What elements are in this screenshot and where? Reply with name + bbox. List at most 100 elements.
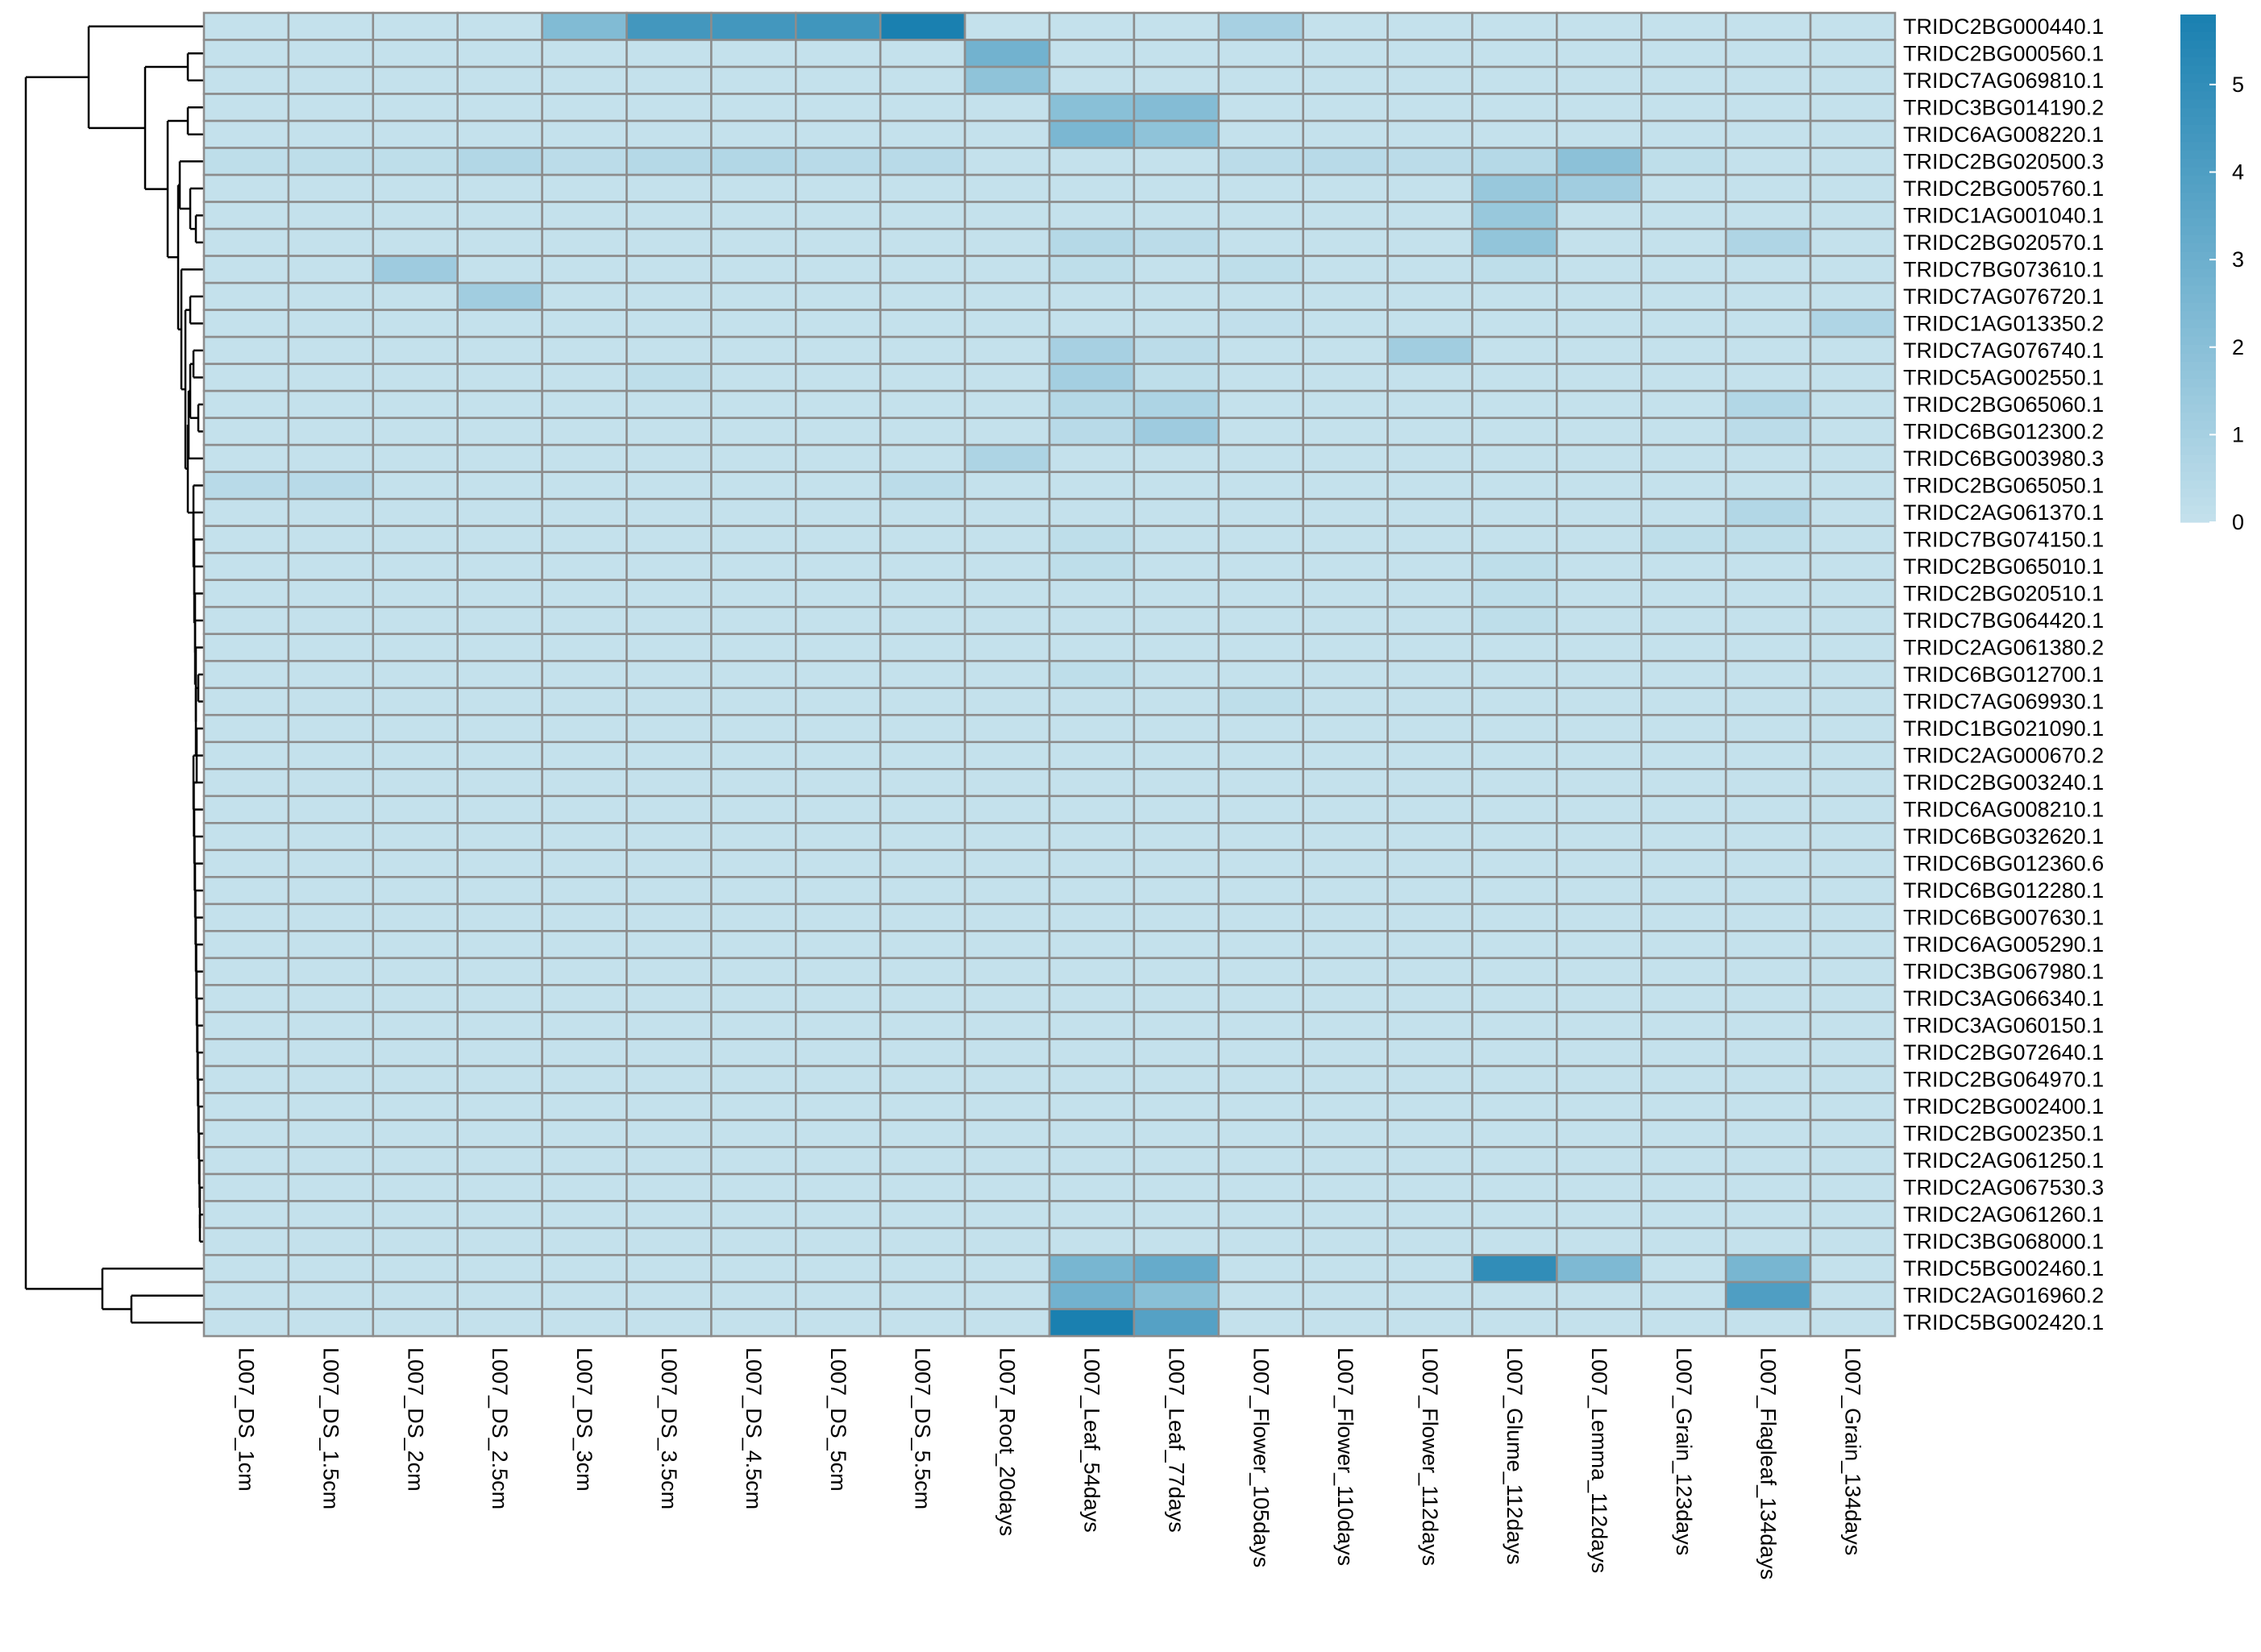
heatmap-cell [202, 119, 290, 149]
heatmap-cell [1386, 147, 1473, 176]
heatmap-cell [541, 363, 628, 392]
heatmap-cell [456, 147, 543, 176]
heatmap-cell [372, 255, 459, 284]
row-label: TRIDC6BG012360.6 [1903, 852, 2104, 876]
heatmap-cell [1217, 173, 1305, 203]
heatmap-cell [287, 1065, 375, 1094]
legend-color-segment [2180, 319, 2216, 329]
row-label: TRIDC2BG005760.1 [1903, 176, 2104, 201]
heatmap-cell [1217, 1281, 1305, 1310]
heatmap-cell [541, 525, 628, 554]
heatmap-cell [541, 417, 628, 446]
heatmap-cell [287, 1119, 375, 1148]
heatmap-cell [1386, 255, 1473, 284]
heatmap-cell [710, 849, 797, 878]
heatmap-cell [287, 1038, 375, 1068]
heatmap-cell [456, 389, 543, 419]
heatmap-cell [202, 1308, 290, 1338]
heatmap-cell [287, 147, 375, 176]
heatmap-cell [1386, 1119, 1473, 1148]
heatmap-cell [1471, 1281, 1558, 1310]
heatmap-cell [710, 930, 797, 960]
heatmap-cell [1809, 119, 1897, 149]
heatmap-cell [1048, 227, 1136, 257]
heatmap-cell [1302, 876, 1389, 906]
heatmap-cell [710, 201, 797, 230]
column-label: L007_Flower_105days [1249, 1347, 1273, 1567]
heatmap-cell [963, 659, 1051, 690]
row-label: TRIDC6BG007630.1 [1903, 906, 2104, 930]
heatmap-cell [1302, 417, 1389, 446]
heatmap-cell [1640, 497, 1727, 527]
heatmap-cell [1133, 903, 1220, 932]
heatmap-cell [710, 147, 797, 176]
heatmap-cell [879, 201, 966, 230]
heatmap-cell [794, 1227, 882, 1256]
heatmap-cell [1556, 389, 1643, 419]
heatmap-cell [1640, 281, 1727, 311]
heatmap-cell [1640, 417, 1727, 446]
legend-tick-label: 3 [2232, 247, 2244, 272]
heatmap-cell [1724, 713, 1812, 744]
heatmap-cell [287, 957, 375, 986]
heatmap-cell [1809, 1281, 1897, 1310]
heatmap-cell [626, 281, 713, 311]
heatmap-cell [456, 443, 543, 473]
heatmap-cell [1556, 1119, 1643, 1148]
heatmap-cell [710, 579, 797, 608]
heatmap-cell [1133, 551, 1220, 582]
heatmap-cell [1133, 1227, 1220, 1256]
heatmap-cell [1048, 713, 1136, 744]
heatmap-cell [1556, 876, 1643, 906]
heatmap-cell [1217, 93, 1305, 122]
heatmap-cell [1217, 1227, 1305, 1256]
heatmap-cell [541, 795, 628, 824]
heatmap-cell [202, 255, 290, 284]
heatmap-cell [1133, 65, 1220, 95]
heatmap-cell [1640, 984, 1727, 1014]
heatmap-cell [1809, 795, 1897, 824]
heatmap-cell [1724, 1308, 1812, 1338]
heatmap-cell [1133, 984, 1220, 1014]
heatmap-cell [1133, 119, 1220, 149]
heatmap-cell [1724, 1119, 1812, 1148]
heatmap-cell [1217, 363, 1305, 392]
heatmap-cell [710, 335, 797, 365]
heatmap-cell [287, 363, 375, 392]
heatmap-cell [1302, 1038, 1389, 1068]
heatmap-cell [879, 957, 966, 986]
heatmap-cell [456, 1281, 543, 1310]
heatmap-cell [1724, 11, 1812, 41]
legend-color-segment [2180, 124, 2216, 134]
legend-tick-label: 5 [2232, 73, 2244, 97]
legend-tick-label: 0 [2232, 510, 2244, 534]
heatmap-cell [1217, 767, 1305, 798]
heatmap-cell [1724, 147, 1812, 176]
heatmap-cell [1048, 876, 1136, 906]
heatmap-cell [1640, 227, 1727, 257]
heatmap-cell [1556, 1254, 1643, 1284]
heatmap-cell [1724, 1227, 1812, 1256]
heatmap-cell [710, 525, 797, 554]
heatmap-cell [1556, 93, 1643, 122]
heatmap-cell [372, 389, 459, 419]
heatmap-cell [1640, 633, 1727, 662]
heatmap-cell [794, 255, 882, 284]
heatmap-cell [1302, 363, 1389, 392]
heatmap-cell [1217, 1200, 1305, 1230]
heatmap-cell [1556, 147, 1643, 176]
heatmap-cell [1217, 417, 1305, 446]
heatmap-cell [794, 309, 882, 338]
heatmap-cell [1133, 201, 1220, 230]
heatmap-cell [794, 687, 882, 716]
heatmap-cell [541, 1173, 628, 1202]
heatmap-cell [794, 93, 882, 122]
heatmap-cell [1302, 471, 1389, 500]
heatmap-cell [710, 1227, 797, 1256]
column-label: L007_Grain_123days [1672, 1347, 1696, 1555]
heatmap-cell [1386, 1281, 1473, 1310]
heatmap-cell [1640, 876, 1727, 906]
heatmap-cell [1386, 1038, 1473, 1068]
heatmap-cell [1217, 1254, 1305, 1284]
heatmap-cell [1217, 443, 1305, 473]
